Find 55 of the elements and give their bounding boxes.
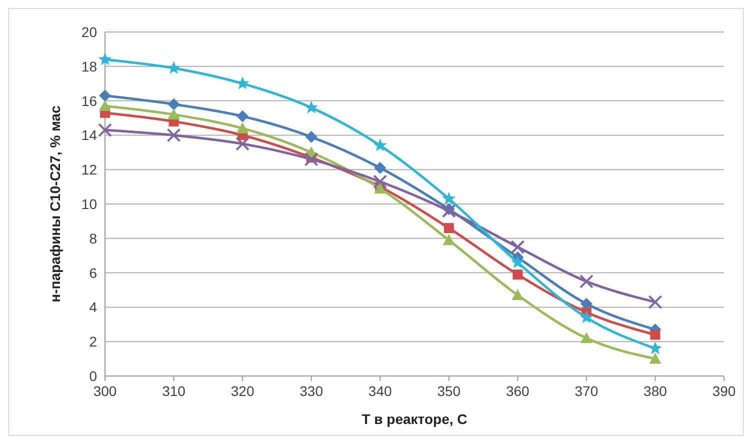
point xyxy=(236,122,249,134)
y-tick-label: 8 xyxy=(89,230,98,246)
x-tick-label: 390 xyxy=(712,383,736,399)
y-tick-label: 10 xyxy=(81,196,98,212)
point xyxy=(510,240,525,254)
point xyxy=(511,255,524,268)
point xyxy=(442,204,456,218)
point xyxy=(168,108,180,120)
point xyxy=(442,192,456,205)
x-tick-label: 320 xyxy=(230,383,254,399)
y-tick-label: 12 xyxy=(81,162,98,178)
point xyxy=(236,136,250,151)
point xyxy=(304,152,318,166)
point xyxy=(442,234,455,246)
point xyxy=(98,123,112,138)
point xyxy=(373,174,388,189)
x-axis-title: T в реакторе, C xyxy=(362,411,468,427)
point xyxy=(579,274,594,288)
point xyxy=(512,270,523,280)
point xyxy=(166,128,181,142)
x-tick-label: 340 xyxy=(368,383,392,399)
point xyxy=(304,100,318,114)
point xyxy=(580,332,592,344)
point xyxy=(580,310,594,324)
x-tick-label: 350 xyxy=(437,383,461,399)
y-tick-label: 18 xyxy=(81,58,98,74)
x-tick-label: 330 xyxy=(300,383,324,399)
y-tick-label: 6 xyxy=(89,264,98,281)
x-tick-label: 380 xyxy=(644,383,668,399)
point xyxy=(305,130,318,143)
point xyxy=(512,289,524,300)
y-tick-label: 4 xyxy=(89,299,98,316)
point xyxy=(167,61,180,74)
point xyxy=(168,98,180,110)
y-axis-title: н-парафины С10-С27, % мас xyxy=(47,105,63,302)
x-tick-label: 310 xyxy=(162,383,186,399)
point xyxy=(373,138,387,152)
x-tick-label: 300 xyxy=(93,383,117,399)
point xyxy=(650,330,660,340)
point xyxy=(98,52,112,66)
point xyxy=(444,223,454,234)
point xyxy=(236,110,249,122)
y-tick-label: 2 xyxy=(89,334,98,350)
point xyxy=(99,90,111,102)
point xyxy=(649,352,662,364)
x-tick-label: 360 xyxy=(506,383,530,399)
point xyxy=(648,341,662,354)
point xyxy=(99,100,111,111)
y-tick-label: 20 xyxy=(81,24,98,40)
x-tick-label: 370 xyxy=(574,383,598,399)
point xyxy=(374,162,386,174)
y-tick-label: 16 xyxy=(81,92,98,109)
y-tick-label: 0 xyxy=(89,368,98,384)
point xyxy=(648,295,662,310)
y-tick-label: 14 xyxy=(81,127,98,144)
